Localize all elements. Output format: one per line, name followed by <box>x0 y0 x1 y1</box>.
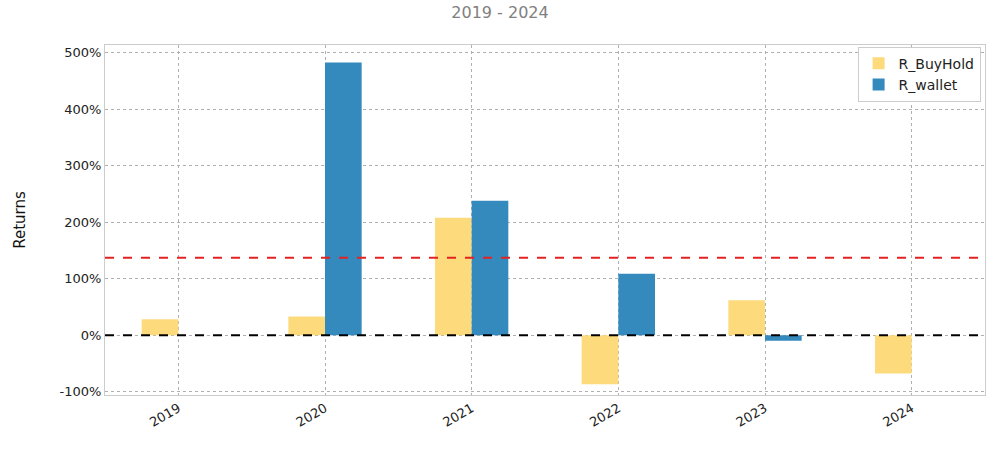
svg-text:2024: 2024 <box>880 400 916 430</box>
svg-text:2022: 2022 <box>587 400 623 430</box>
svg-text:300%: 300% <box>64 158 101 173</box>
svg-text:-100%: -100% <box>60 384 102 399</box>
svg-text:200%: 200% <box>64 215 101 230</box>
svg-text:2020: 2020 <box>294 400 330 430</box>
svg-text:R_wallet: R_wallet <box>899 77 958 93</box>
svg-text:2021: 2021 <box>440 400 476 430</box>
svg-text:2019: 2019 <box>147 400 183 430</box>
svg-text:2019 - 2024: 2019 - 2024 <box>451 3 548 22</box>
svg-text:400%: 400% <box>64 102 101 117</box>
svg-text:500%: 500% <box>64 45 101 60</box>
svg-text:Returns: Returns <box>11 191 29 249</box>
svg-text:0%: 0% <box>81 328 102 343</box>
svg-text:R_BuyHold: R_BuyHold <box>899 56 974 72</box>
svg-text:2023: 2023 <box>734 400 770 430</box>
svg-text:100%: 100% <box>64 271 101 286</box>
